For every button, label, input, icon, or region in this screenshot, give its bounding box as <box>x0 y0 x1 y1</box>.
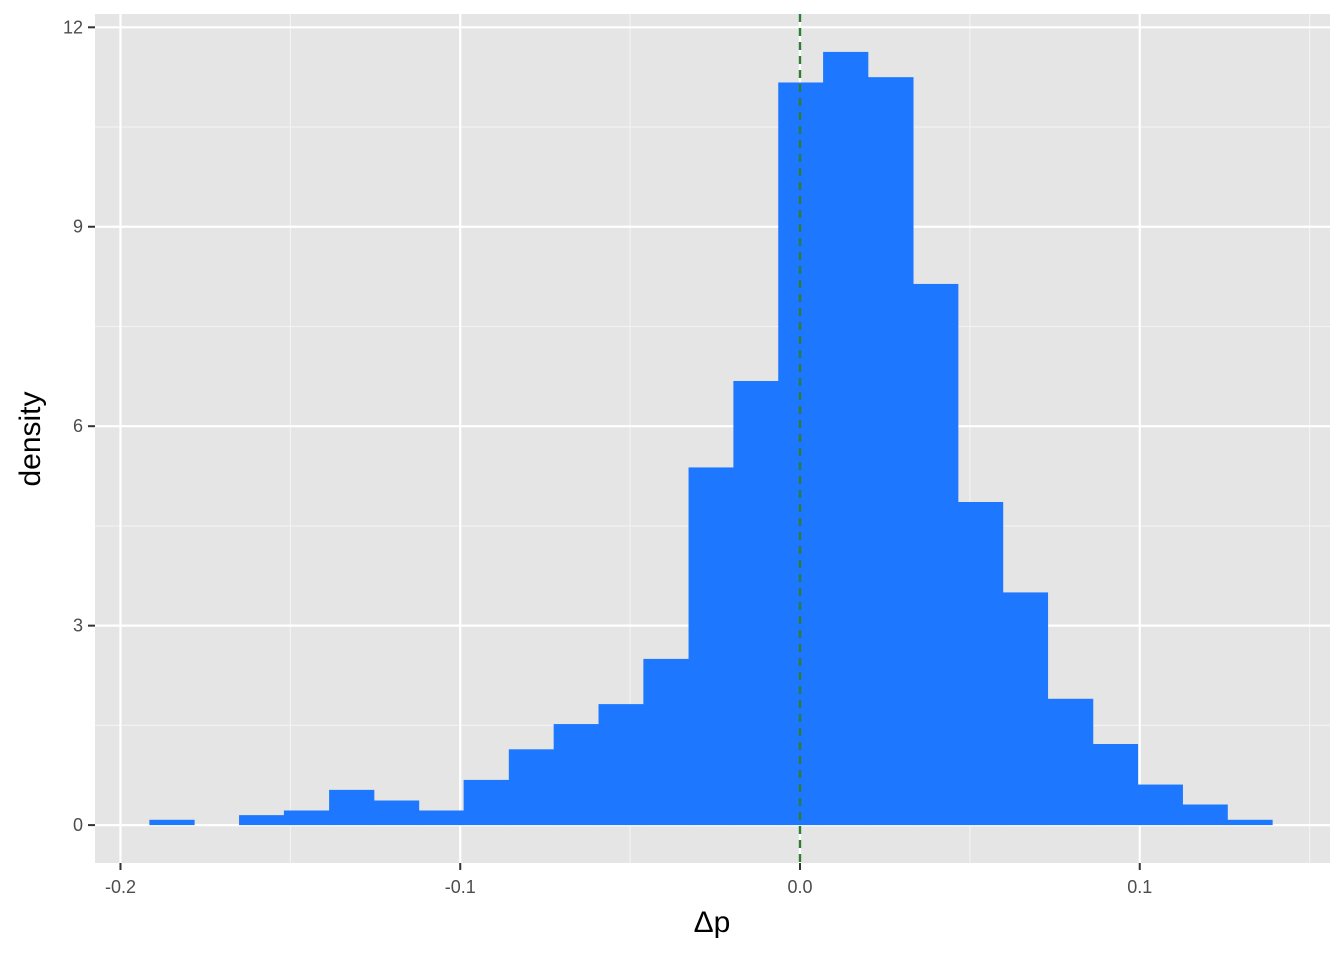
histogram-bar-4 <box>329 789 375 826</box>
histogram-bar-18 <box>957 501 1004 826</box>
histogram-bars <box>149 51 1273 826</box>
histogram-bar-5 <box>373 800 420 826</box>
histogram-bar-8 <box>508 749 555 826</box>
y-tick-label: 12 <box>63 17 83 37</box>
histogram-bar-10 <box>598 704 644 826</box>
histogram-bar-3 <box>283 810 330 826</box>
y-tick-labels: 0 3 6 9 12 <box>63 17 83 835</box>
y-tick-label: 3 <box>73 616 83 636</box>
histogram-bar-22 <box>1137 784 1183 826</box>
histogram-bar-12 <box>688 467 734 826</box>
histogram-bar-9 <box>553 724 599 826</box>
axis-ticks <box>88 26 1141 870</box>
histogram-bar-17 <box>913 283 959 826</box>
histogram-bar-15 <box>823 51 869 826</box>
histogram-bar-2 <box>239 815 285 826</box>
histogram-bar-13 <box>733 380 779 826</box>
histogram-bar-11 <box>643 658 689 826</box>
histogram-bar-16 <box>867 77 914 826</box>
histogram-bar-19 <box>1002 592 1049 826</box>
histogram-bar-0 <box>149 819 195 826</box>
y-tick-label: 0 <box>73 815 83 835</box>
x-tick-labels: -0.2 -0.1 0.0 0.1 <box>105 877 1152 897</box>
x-tick-label: -0.2 <box>105 877 136 897</box>
histogram-bar-7 <box>463 779 510 826</box>
x-axis-title: Δp <box>694 906 731 939</box>
histogram-bar-6 <box>418 810 465 826</box>
y-tick-label: 6 <box>73 416 83 436</box>
x-tick-label: -0.1 <box>445 877 476 897</box>
y-tick-label: 9 <box>73 217 83 237</box>
histogram-bar-24 <box>1227 819 1273 826</box>
x-tick-label: 0.1 <box>1127 877 1152 897</box>
histogram-bar-21 <box>1092 743 1139 826</box>
y-axis-title: density <box>14 391 47 486</box>
histogram-bar-20 <box>1047 698 1094 826</box>
histogram-bar-23 <box>1182 804 1228 826</box>
x-tick-label: 0.0 <box>787 877 812 897</box>
